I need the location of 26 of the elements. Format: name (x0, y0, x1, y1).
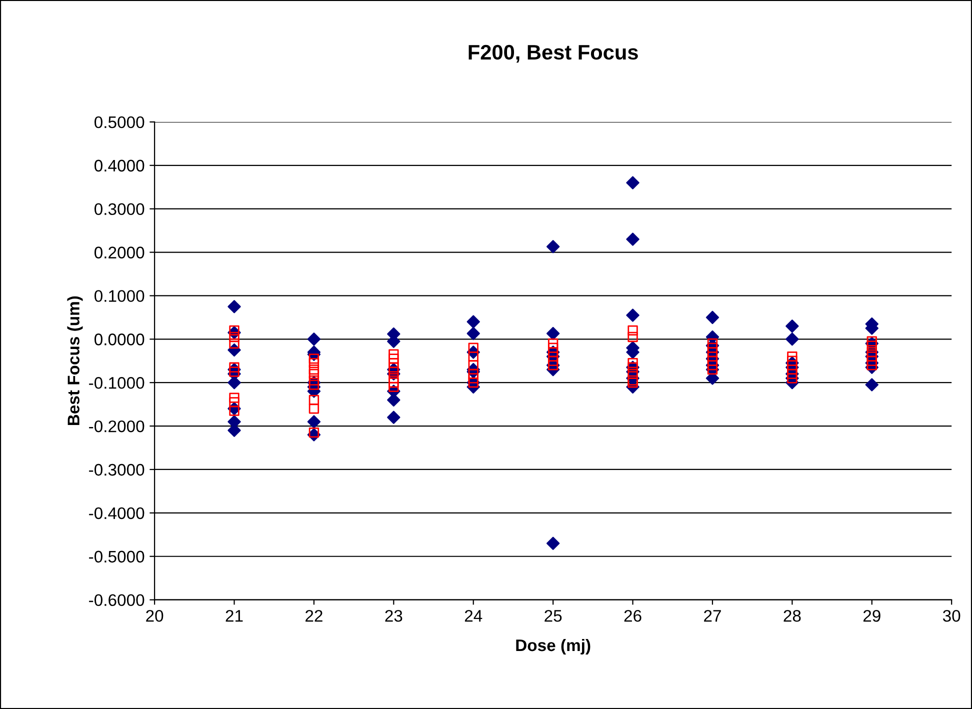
chart-title: F200, Best Focus (468, 44, 638, 63)
x-tick-label: 28 (784, 610, 801, 622)
x-tick-label: 25 (544, 610, 562, 622)
x-tick-label: 24 (464, 610, 482, 622)
x-tick-label: 23 (385, 610, 402, 622)
y-tick-label: -0.5000 (89, 550, 144, 563)
y-tick-label: -0.6000 (89, 594, 144, 606)
x-tick-label: 29 (863, 610, 880, 622)
y-tick-label: -0.4000 (89, 507, 144, 520)
x-axis-title: Dose (mj) (516, 638, 590, 654)
x-tick-label: 26 (624, 610, 642, 622)
y-tick-label: 0.0000 (94, 334, 144, 346)
x-tick-label: 30 (942, 610, 960, 622)
x-tick-label: 21 (226, 610, 243, 622)
x-tick-label: 22 (306, 610, 322, 622)
y-tick-label: -0.2000 (89, 420, 144, 432)
y-tick-label: 0.4000 (94, 160, 144, 172)
y-tick-label: 0.3000 (94, 203, 144, 216)
y-tick-label: 0.2000 (94, 246, 144, 258)
y-tick-label: -0.3000 (89, 464, 144, 476)
y-tick-label: 0.1000 (94, 290, 144, 302)
x-tick-label: 20 (146, 610, 164, 622)
y-tick-label: 0.5000 (94, 116, 144, 128)
x-tick-label: 27 (704, 610, 721, 622)
y-tick-label: -0.1000 (89, 377, 144, 389)
y-axis-title: Best Focus (um) (67, 296, 83, 426)
